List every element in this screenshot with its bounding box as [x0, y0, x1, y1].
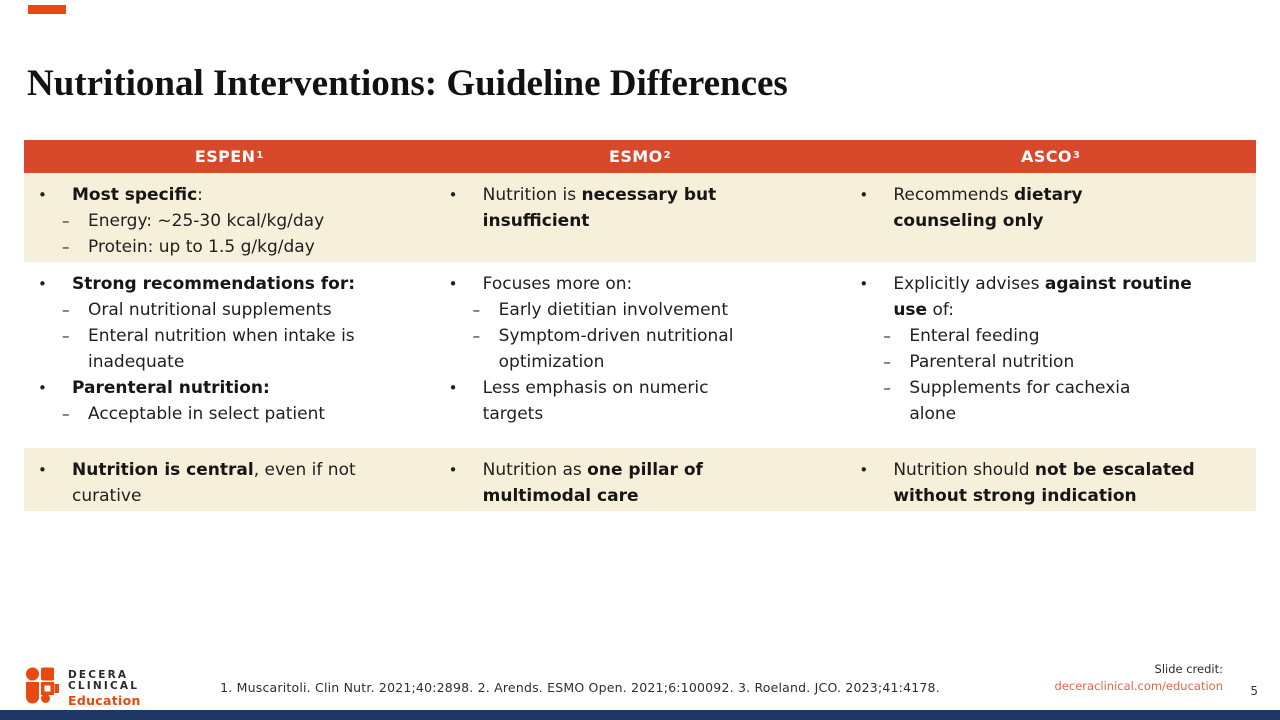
- bullet-text: Explicitly advises against routine use of…: [893, 274, 1192, 320]
- decera-logo-icon: [26, 667, 59, 704]
- bullet-item: • Focuses more on:: [435, 271, 840, 297]
- table-cell: • Recommends dietary counseling only: [845, 173, 1256, 262]
- dot-bullet-marker: •: [448, 461, 458, 479]
- dot-bullet-marker: •: [38, 379, 47, 397]
- dash-bullet-marker: –: [472, 327, 481, 345]
- page-number: 5: [1250, 684, 1258, 698]
- table-header-row: ESPEN 1 ESMO 2 ASCO 3: [24, 140, 1256, 173]
- bullet-text: Less emphasis on numeric targets: [482, 378, 709, 424]
- table-cell: • Nutrition should not be escalated withou…: [845, 448, 1256, 511]
- bullet-item: – Early dietitian involvement: [435, 297, 840, 323]
- column-header-espen: ESPEN 1: [194, 147, 264, 166]
- decera-logo-text: DECERA CLINICAL Education: [68, 667, 141, 708]
- bullet-item: – Enteral nutrition when intake is inadequ…: [24, 323, 429, 375]
- bullet-item: – Energy: ~25-30 kcal/kg/day: [24, 208, 429, 234]
- bullet-item: • Nutrition should not be escalated withou…: [845, 457, 1250, 509]
- reference-citation: 1. Muscaritoli. Clin Nutr. 2021;40:2898.…: [220, 680, 940, 695]
- table-row: • Nutrition is central, even if not curati…: [24, 448, 1256, 511]
- column-header-asco: ASCO 3: [1021, 147, 1081, 166]
- bullet-item: • Parenteral nutrition:: [24, 375, 429, 401]
- bullet-text: Supplements for cachexia alone: [909, 378, 1131, 424]
- dot-bullet-marker: •: [859, 186, 869, 204]
- bullet-item: – Enteral feeding: [845, 323, 1250, 349]
- dash-bullet-marker: –: [883, 353, 891, 371]
- dot-bullet-marker: •: [448, 379, 458, 397]
- bullet-text: Recommends dietary counseling only: [893, 185, 1083, 231]
- bullet-text: Acceptable in select patient: [88, 404, 326, 424]
- bullet-item: • Most specific:: [24, 182, 429, 208]
- dot-bullet-marker: •: [859, 275, 869, 293]
- dash-bullet-marker: –: [62, 212, 70, 230]
- bullet-text: Parenteral nutrition:: [72, 378, 270, 398]
- bullet-text: Nutrition is necessary but insufficient: [482, 185, 717, 231]
- table-cell: • Most specific: – Energy: ~25-30 kcal/kg/d…: [24, 173, 435, 262]
- dash-bullet-marker: –: [62, 327, 70, 345]
- table-cell: • Nutrition is necessary but insufficient: [435, 173, 846, 262]
- dash-bullet-marker: –: [62, 238, 70, 256]
- bullet-item: – Protein: up to 1.5 g/kg/day: [24, 234, 429, 260]
- slide-credit-link[interactable]: deceraclinical.com/education: [1054, 679, 1223, 693]
- dot-bullet-marker: •: [859, 461, 869, 479]
- table-cell: • Strong recommendations for: – Oral nutrit…: [24, 262, 435, 448]
- table-cell: • Explicitly advises against routine use o…: [845, 262, 1256, 448]
- table-body: • Most specific: – Energy: ~25-30 kcal/kg/d…: [24, 173, 1256, 511]
- bullet-text: Nutrition should not be escalated without…: [893, 460, 1195, 506]
- logo-name-line1: DECERA: [68, 669, 129, 681]
- bullet-item: • Recommends dietary counseling only: [845, 182, 1250, 234]
- bullet-text: Protein: up to 1.5 g/kg/day: [88, 237, 315, 257]
- dash-bullet-marker: –: [62, 301, 70, 319]
- bullet-text: Symptom-driven nutritional optimization: [498, 326, 734, 372]
- bullet-text: Enteral feeding: [909, 326, 1040, 346]
- bullet-item: • Nutrition is necessary but insufficient: [435, 182, 840, 234]
- top-accent-dash: [28, 5, 66, 14]
- slide-credit-block: Slide credit: deceraclinical.com/educati…: [1055, 661, 1223, 695]
- table-cell: • Nutrition is central, even if not curati…: [24, 448, 435, 511]
- dot-bullet-marker: •: [448, 186, 458, 204]
- table-row: • Strong recommendations for: – Oral nutrit…: [24, 262, 1256, 448]
- logo-name-line2: CLINICAL: [68, 680, 140, 692]
- decera-logo: DECERA CLINICAL Education: [26, 667, 141, 708]
- bullet-text: Parenteral nutrition: [909, 352, 1075, 372]
- table-row: • Most specific: – Energy: ~25-30 kcal/kg/d…: [24, 173, 1256, 262]
- bullet-item: – Supplements for cachexia alone: [845, 375, 1250, 427]
- dot-bullet-marker: •: [38, 275, 47, 293]
- bullet-item: • Explicitly advises against routine use o…: [845, 271, 1250, 323]
- bullet-text: Nutrition is central, even if not curativ…: [72, 460, 356, 506]
- bullet-item: • Nutrition as one pillar of multimodal ca…: [435, 457, 840, 509]
- dash-bullet-marker: –: [472, 301, 481, 319]
- page-title: Nutritional Interventions: Guideline Dif…: [27, 63, 788, 104]
- bullet-item: • Nutrition is central, even if not curati…: [24, 457, 429, 509]
- dot-bullet-marker: •: [38, 186, 47, 204]
- table-cell: • Focuses more on: – Early dietitian involv…: [435, 262, 846, 448]
- bullet-text: Oral nutritional supplements: [88, 300, 332, 320]
- bullet-item: – Parenteral nutrition: [845, 349, 1250, 375]
- bullet-item: – Oral nutritional supplements: [24, 297, 429, 323]
- bullet-text: Enteral nutrition when intake is inadequa…: [88, 326, 355, 372]
- bullet-text: Early dietitian involvement: [498, 300, 728, 320]
- bullet-item: – Symptom-driven nutritional optimization: [435, 323, 840, 375]
- dot-bullet-marker: •: [38, 461, 47, 479]
- bullet-item: – Acceptable in select patient: [24, 401, 429, 427]
- bullet-item: • Less emphasis on numeric targets: [435, 375, 840, 427]
- dash-bullet-marker: –: [883, 379, 891, 397]
- guideline-comparison-table: ESPEN 1 ESMO 2 ASCO 3 • Most specific: – Energy:…: [24, 140, 1256, 511]
- table-cell: • Nutrition as one pillar of multimodal ca…: [435, 448, 846, 511]
- dash-bullet-marker: –: [883, 327, 891, 345]
- slide-credit-label: Slide credit:: [1154, 662, 1223, 676]
- logo-education-label: Education: [68, 693, 141, 708]
- bottom-accent-bar: [0, 710, 1280, 720]
- bullet-text: Energy: ~25-30 kcal/kg/day: [88, 211, 325, 231]
- dash-bullet-marker: –: [62, 405, 70, 423]
- bullet-text: Nutrition as one pillar of multimodal car…: [482, 460, 703, 506]
- dot-bullet-marker: •: [448, 275, 458, 293]
- bullet-text: Most specific:: [72, 185, 203, 205]
- bullet-item: • Strong recommendations for:: [24, 271, 429, 297]
- column-header-esmo: ESMO 2: [609, 147, 671, 166]
- bullet-text: Strong recommendations for:: [72, 274, 356, 294]
- bullet-text: Focuses more on:: [482, 274, 633, 294]
